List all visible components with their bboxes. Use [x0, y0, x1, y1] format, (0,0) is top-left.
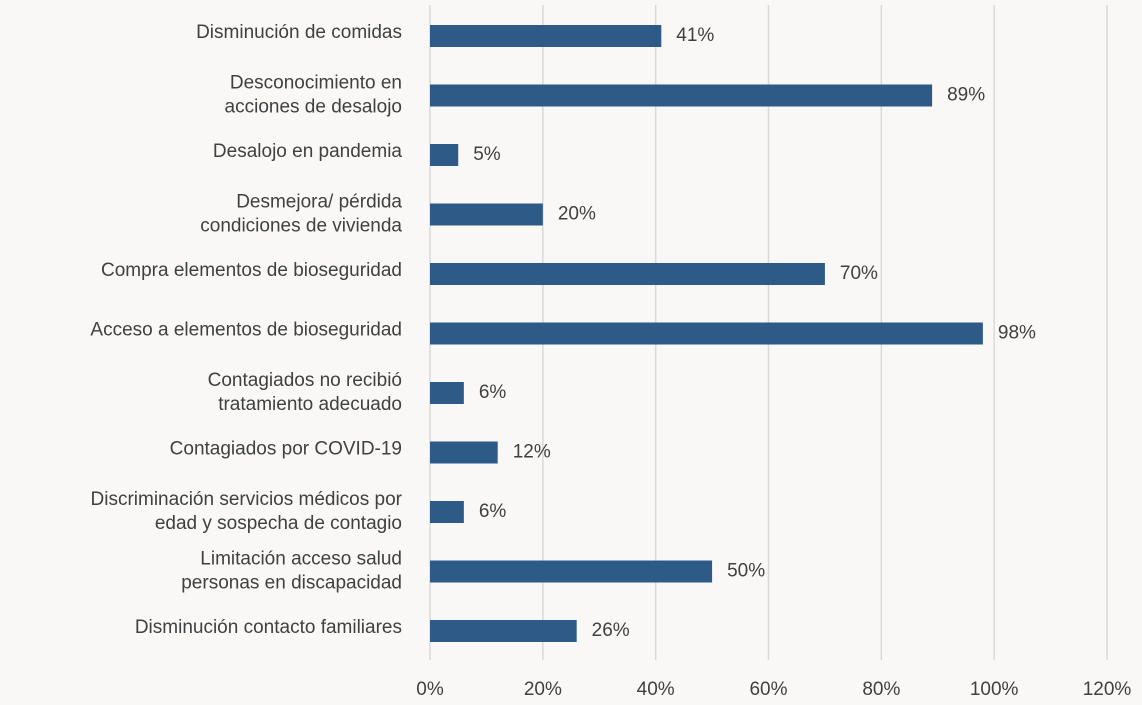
x-tick-label: 60%: [749, 679, 787, 700]
bar: [430, 441, 498, 464]
y-tick-label: Compra elementos de bioseguridad: [101, 260, 402, 281]
value-label: 41%: [676, 25, 714, 46]
y-tick-label: Limitación acceso salud: [200, 549, 402, 570]
x-tick-label: 80%: [862, 679, 900, 700]
bar: [430, 322, 983, 345]
bar: [430, 263, 825, 285]
y-tick-label: Contagiados no recibió: [208, 370, 402, 391]
value-label: 6%: [479, 382, 507, 403]
value-label: 26%: [592, 620, 630, 641]
value-label: 70%: [840, 263, 878, 284]
bar: [430, 382, 464, 404]
x-tick-label: 40%: [637, 679, 675, 700]
y-tick-label: tratamiento adecuado: [218, 394, 402, 415]
value-label: 5%: [473, 144, 501, 165]
y-tick-label: Desalojo en pandemia: [213, 141, 403, 162]
value-label: 12%: [513, 442, 551, 463]
value-label: 89%: [947, 85, 985, 106]
x-tick-label: 20%: [524, 679, 562, 700]
value-label: 98%: [998, 323, 1036, 344]
y-tick-label: Disminución contacto familiares: [135, 617, 402, 638]
y-tick-label: Discriminación servicios médicos por: [91, 489, 403, 510]
bar: [430, 84, 933, 107]
y-tick-label: Acceso a elementos de bioseguridad: [90, 320, 402, 341]
x-tick-label: 0%: [416, 679, 444, 700]
y-tick-label: Desconocimiento en: [230, 73, 402, 94]
bar: [430, 501, 464, 523]
bar: [430, 560, 713, 583]
y-tick-label: edad y sospecha de contagio: [155, 513, 402, 534]
bar: [430, 144, 459, 166]
x-tick-label: 120%: [1083, 679, 1132, 700]
value-label: 6%: [479, 501, 507, 522]
y-tick-label: condiciones de vivienda: [200, 216, 402, 237]
bar: [430, 620, 577, 642]
bar: [430, 25, 662, 47]
y-tick-label: Contagiados por COVID-19: [170, 439, 402, 460]
y-tick-label: acciones de desalojo: [225, 97, 402, 118]
y-tick-label: personas en discapacidad: [181, 573, 402, 594]
y-tick-label: Disminución de comidas: [196, 22, 402, 43]
y-tick-label: Desmejora/ pérdida: [236, 192, 402, 213]
x-tick-label: 100%: [970, 679, 1019, 700]
bar: [430, 203, 543, 226]
value-label: 20%: [558, 204, 596, 225]
value-label: 50%: [727, 561, 765, 582]
